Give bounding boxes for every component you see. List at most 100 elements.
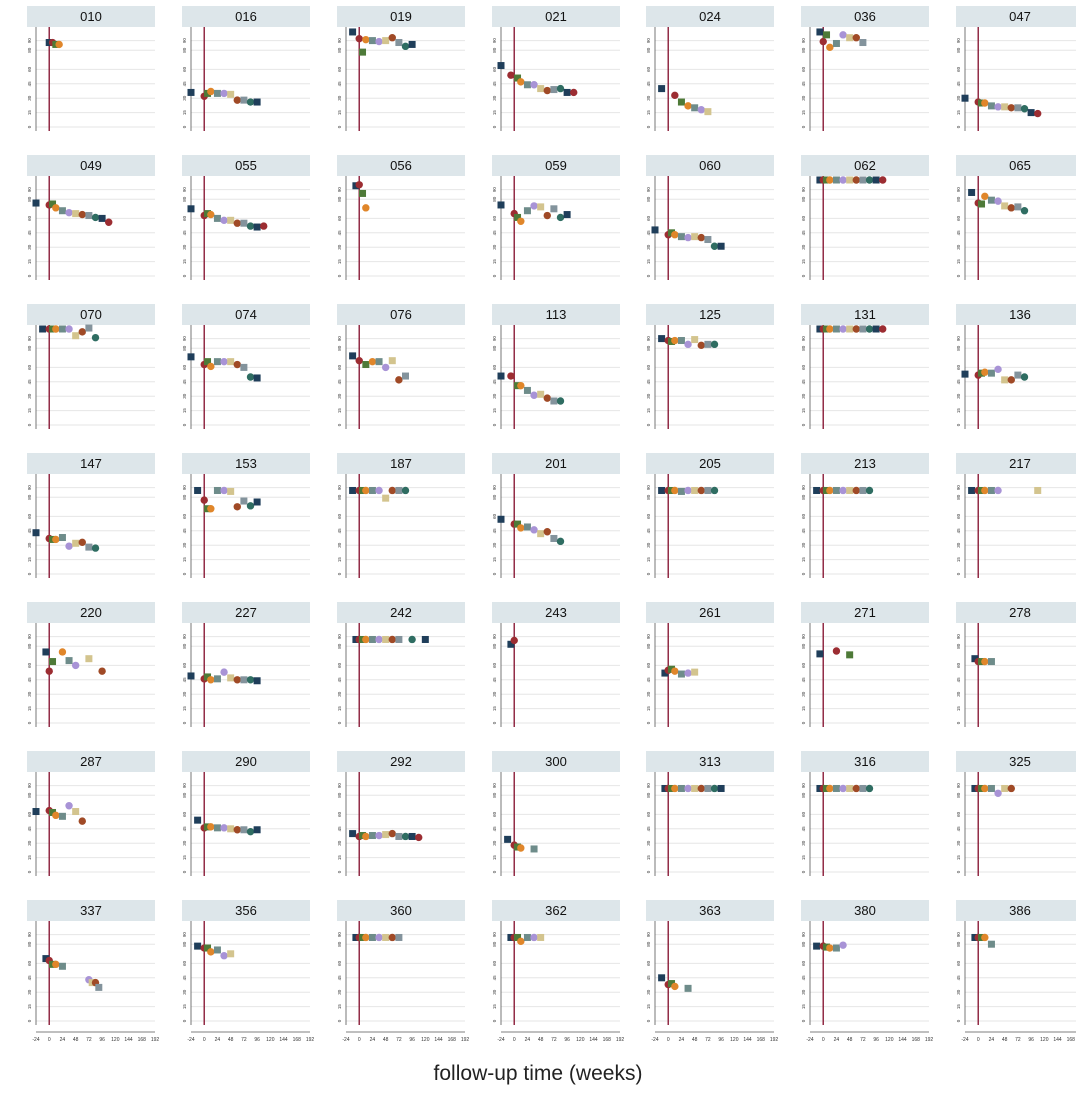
y-tick-label: 80 [337,494,342,500]
x-tick-label: 24 [60,1037,66,1043]
data-point [359,189,367,197]
x-tick-label: 168 [138,1037,147,1043]
y-tick-label: 15 [27,557,32,563]
panel-title: 360 [390,903,412,918]
panel-title: 292 [390,754,412,769]
y-tick-label: 90 [956,783,961,789]
y-tick-label: 0 [801,423,806,426]
data-point [987,486,995,494]
y-tick-label: 0 [956,274,961,277]
data-point [1027,109,1035,117]
x-tick-label: 168 [912,1037,921,1043]
data-point [671,667,679,675]
panel-title: 076 [390,307,412,322]
panel-title: 055 [235,158,257,173]
panel-header [337,155,465,176]
y-tick-label: 90 [492,187,497,193]
data-point [717,242,725,250]
data-point [832,176,840,184]
y-tick-label: 60 [646,215,651,221]
y-tick-label: 45 [337,826,342,832]
y-tick-label: 90 [801,187,806,193]
y-tick-label: 90 [182,634,187,640]
data-point [497,372,505,380]
data-point [375,635,383,644]
panel-title: 362 [545,903,567,918]
y-tick-label: 90 [646,783,651,789]
y-tick-label: 80 [646,941,651,947]
y-tick-label: 60 [337,364,342,370]
y-tick-label: 30 [801,989,806,995]
x-tick-label: 48 [692,1037,698,1043]
y-tick-label: 90 [492,634,497,640]
y-tick-label: 80 [646,47,651,53]
data-point [987,658,995,666]
panel-header [646,155,774,176]
x-tick-label: -24 [32,1037,39,1043]
x-tick-label: -24 [342,1037,349,1043]
y-tick-label: 60 [646,811,651,817]
y-tick-label: 0 [182,572,187,575]
x-tick-label: 72 [86,1037,92,1043]
y-tick-label: 0 [182,1019,187,1022]
y-tick-label: 30 [646,691,651,697]
data-point [207,676,215,684]
data-point [981,99,989,107]
y-tick-label: 90 [337,38,342,44]
panel-header [646,751,774,772]
y-tick-label: 60 [956,364,961,370]
y-tick-label: 45 [646,379,651,385]
y-tick-label: 80 [182,941,187,947]
y-tick-label: 45 [646,230,651,236]
data-point [823,31,831,39]
y-tick-label: 80 [956,494,961,500]
x-tick-label: 192 [925,1037,934,1043]
panel-title: 356 [235,903,257,918]
x-tick-label: 144 [589,1037,598,1043]
data-point [194,942,202,950]
y-tick-label: 90 [801,783,806,789]
y-tick-label: 90 [337,783,342,789]
y-tick-label: 15 [492,408,497,414]
data-point [227,358,235,366]
x-tick-label: 168 [293,1037,302,1043]
y-tick-label: 60 [956,66,961,72]
data-point [819,37,827,46]
y-tick-label: 60 [492,364,497,370]
y-tick-label: 60 [646,513,651,519]
data-point [253,223,261,231]
data-point [187,88,195,96]
y-tick-label: 90 [337,187,342,193]
y-tick-label: 80 [646,345,651,351]
y-tick-label: 0 [27,125,32,128]
y-tick-label: 15 [492,557,497,563]
panel: 292 0 15 30 45 60 80 90 [337,751,465,876]
y-tick-label: 30 [801,542,806,548]
y-tick-label: 80 [801,196,806,202]
data-point [691,486,699,494]
data-point [421,635,429,643]
data-point [213,214,221,222]
y-tick-label: 15 [337,557,342,563]
data-point [368,933,376,941]
data-point [52,204,60,212]
data-point [233,360,241,369]
data-point [246,502,255,510]
data-point [507,71,515,79]
panel-title: 220 [80,605,102,620]
panel: 213 0 15 30 45 60 80 90 [801,453,929,578]
data-point [65,542,73,550]
data-point [233,96,241,104]
y-tick-label: 0 [27,572,32,575]
y-tick-label: 15 [801,557,806,563]
data-point [246,676,255,684]
data-point [375,486,383,495]
data-point [994,197,1002,205]
y-tick-label: 30 [337,244,342,250]
y-tick-label: 80 [337,196,342,202]
data-point [1034,109,1042,118]
y-tick-label: 45 [27,677,32,683]
y-tick-label: 0 [492,721,497,724]
data-point [710,784,719,793]
